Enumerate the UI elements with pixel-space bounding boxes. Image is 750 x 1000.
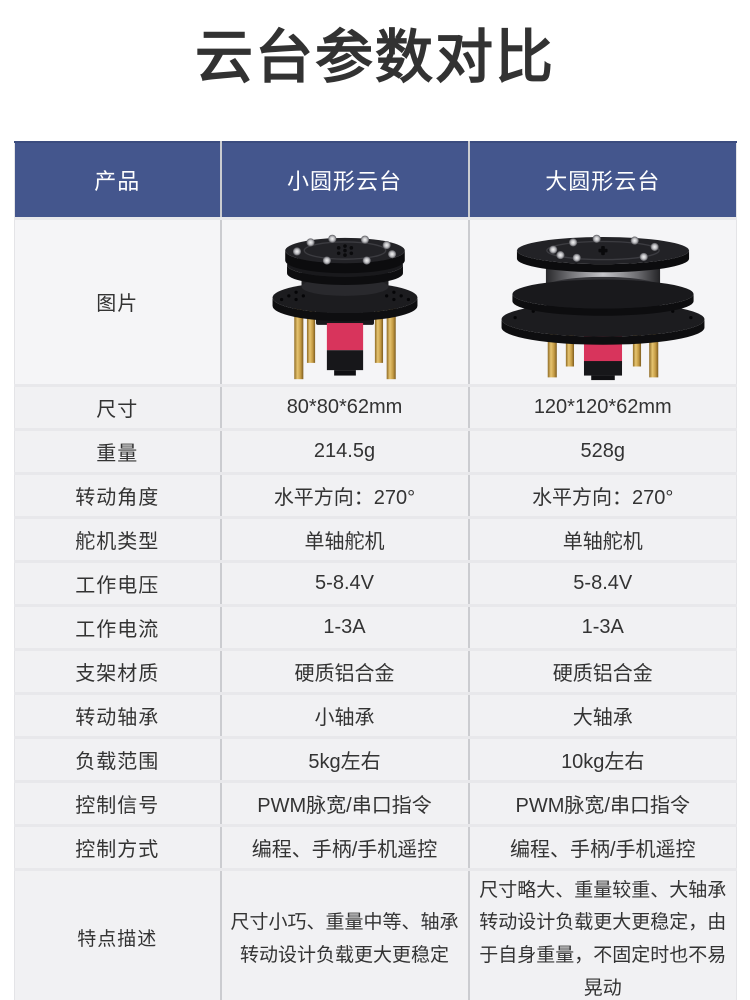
table-row: 尺寸 80*80*62mm 120*120*62mm bbox=[14, 385, 737, 431]
large-gimbal-value: 水平方向：270° bbox=[468, 473, 737, 519]
table-row: 负载范围 5kg左右 10kg左右 bbox=[14, 737, 737, 783]
row-label: 转动轴承 bbox=[14, 693, 222, 739]
small-gimbal-value: 水平方向：270° bbox=[220, 473, 470, 519]
small-gimbal-value: 214.5g bbox=[220, 429, 470, 475]
large-gimbal-value: 大轴承 bbox=[468, 693, 737, 739]
small-gimbal-value: 5-8.4V bbox=[220, 561, 470, 607]
table-row: 舵机类型 单轴舵机 单轴舵机 bbox=[14, 517, 737, 563]
table-row: 控制信号 PWM脉宽/串口指令 PWM脉宽/串口指令 bbox=[14, 781, 737, 827]
large-gimbal-value: PWM脉宽/串口指令 bbox=[468, 781, 737, 827]
header-small-gimbal: 小圆形云台 bbox=[220, 140, 470, 220]
large-gimbal-value: 1-3A bbox=[468, 605, 737, 651]
header-product: 产品 bbox=[14, 140, 222, 220]
table-row: 工作电压 5-8.4V 5-8.4V bbox=[14, 561, 737, 607]
table-header-row: 产品 小圆形云台 大圆形云台 bbox=[14, 140, 737, 220]
row-label: 控制信号 bbox=[14, 781, 222, 827]
large-gimbal-value: 硬质铝合金 bbox=[468, 649, 737, 695]
header-large-gimbal: 大圆形云台 bbox=[468, 140, 737, 220]
row-label: 负载范围 bbox=[14, 737, 222, 783]
small-gimbal-value: 1-3A bbox=[220, 605, 470, 651]
table-row: 转动角度 水平方向：270° 水平方向：270° bbox=[14, 473, 737, 519]
large-gimbal-value: 编程、手柄/手机遥控 bbox=[468, 825, 737, 871]
row-label: 特点描述 bbox=[14, 869, 222, 1000]
row-label: 支架材质 bbox=[14, 649, 222, 695]
row-label: 控制方式 bbox=[14, 825, 222, 871]
small-gimbal-value: PWM脉宽/串口指令 bbox=[220, 781, 470, 827]
small-gimbal-value: 80*80*62mm bbox=[220, 385, 470, 431]
table-row: 支架材质 硬质铝合金 硬质铝合金 bbox=[14, 649, 737, 695]
row-label: 尺寸 bbox=[14, 385, 222, 431]
large-gimbal-value: 120*120*62mm bbox=[468, 385, 737, 431]
row-label-image: 图片 bbox=[14, 218, 222, 387]
small-gimbal-value: 5kg左右 bbox=[220, 737, 470, 783]
large-gimbal-illustration bbox=[501, 234, 705, 380]
small-gimbal-illustration bbox=[272, 234, 417, 379]
table-row: 转动轴承 小轴承 大轴承 bbox=[14, 693, 737, 739]
large-gimbal-image bbox=[468, 218, 737, 387]
table-row: 工作电流 1-3A 1-3A bbox=[14, 605, 737, 651]
small-gimbal-value: 尺寸小巧、重量中等、轴承转动设计负载更大更稳定 bbox=[220, 869, 470, 1000]
comparison-table: 产品 小圆形云台 大圆形云台 图片 bbox=[14, 140, 737, 1000]
row-label: 重量 bbox=[14, 429, 222, 475]
row-label: 工作电流 bbox=[14, 605, 222, 651]
small-gimbal-value: 单轴舵机 bbox=[220, 517, 470, 563]
table-row: 重量 214.5g 528g bbox=[14, 429, 737, 475]
row-label: 转动角度 bbox=[14, 473, 222, 519]
page-title: 云台参数对比 bbox=[194, 25, 555, 90]
row-label: 舵机类型 bbox=[14, 517, 222, 563]
large-gimbal-value: 528g bbox=[468, 429, 737, 475]
small-gimbal-value: 硬质铝合金 bbox=[220, 649, 470, 695]
large-gimbal-value: 单轴舵机 bbox=[468, 517, 737, 563]
table-row: 控制方式 编程、手柄/手机遥控 编程、手柄/手机遥控 bbox=[14, 825, 737, 871]
small-gimbal-value: 小轴承 bbox=[220, 693, 470, 739]
small-gimbal-image bbox=[220, 218, 470, 387]
large-gimbal-value: 5-8.4V bbox=[468, 561, 737, 607]
large-gimbal-value: 10kg左右 bbox=[468, 737, 737, 783]
table-row: 特点描述 尺寸小巧、重量中等、轴承转动设计负载更大更稳定 尺寸略大、重量较重、大… bbox=[14, 869, 737, 1000]
image-row: 图片 bbox=[14, 218, 737, 387]
row-label: 工作电压 bbox=[14, 561, 222, 607]
large-gimbal-value: 尺寸略大、重量较重、大轴承转动设计负载更大更稳定，由于自身重量，不固定时也不易晃… bbox=[468, 869, 737, 1000]
small-gimbal-value: 编程、手柄/手机遥控 bbox=[220, 825, 470, 871]
